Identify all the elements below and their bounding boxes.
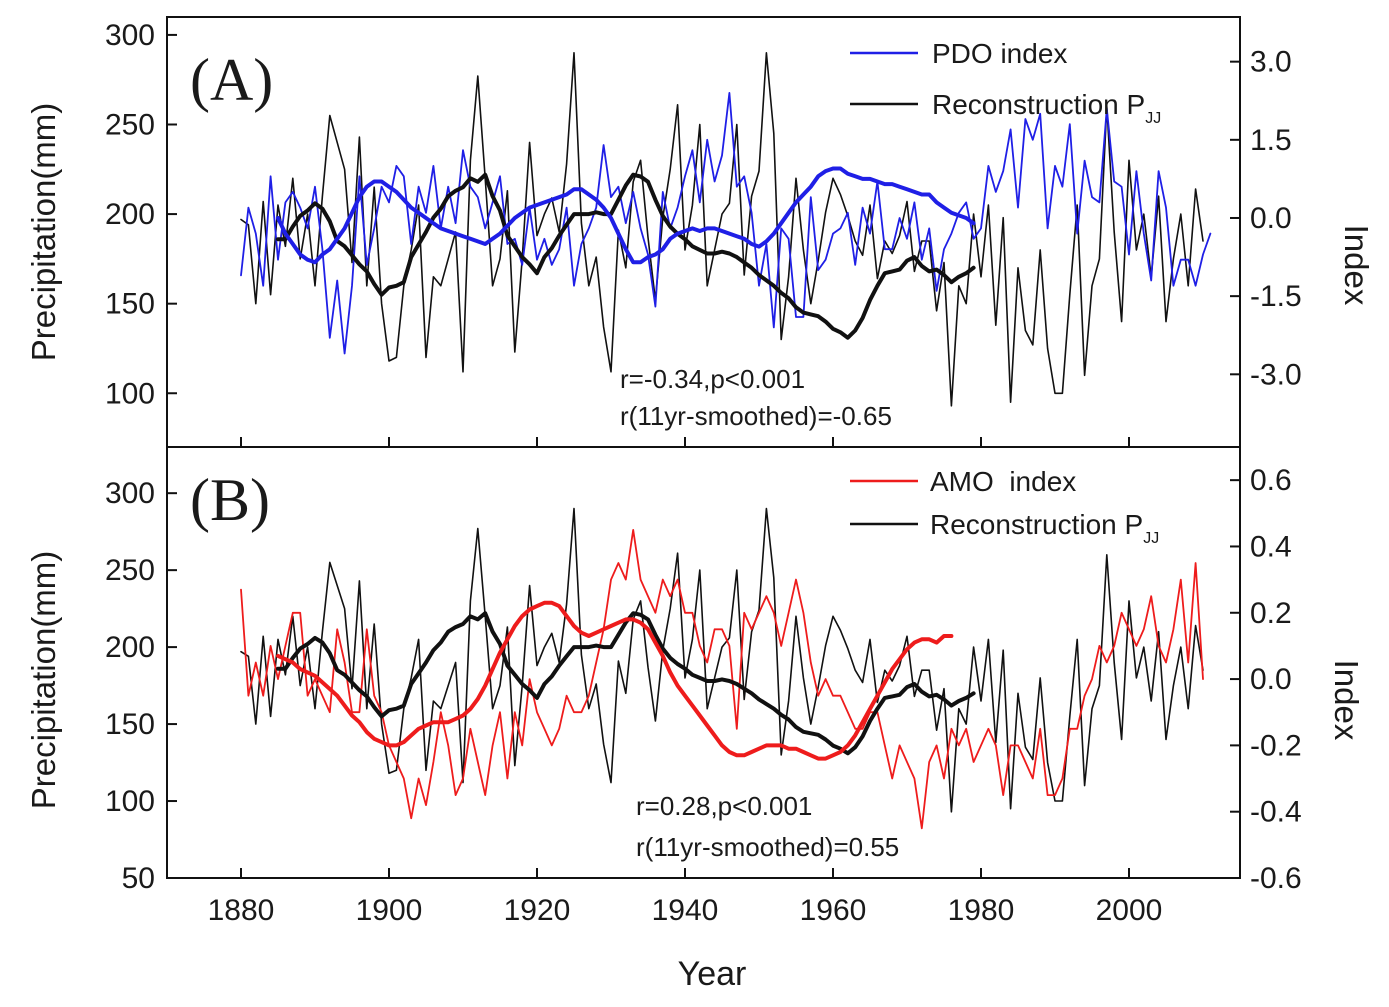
xtick-label: 1940 [652, 894, 719, 927]
panel-a-series-2 [276, 172, 976, 340]
panel-b-frame [166, 446, 1241, 879]
ytick-right-label: 3.0 [1250, 46, 1292, 79]
ytick-right-label: -3.0 [1250, 358, 1302, 391]
panel-b-annotation-smoothed: r(11yr-smoothed)=0.55 [636, 832, 899, 862]
panel-b-series-2 [276, 611, 976, 756]
ytick-left-label: 250 [105, 554, 155, 587]
ytick-left-label: 100 [105, 785, 155, 818]
ytick-right-label: 0.6 [1250, 464, 1292, 497]
panel-b-ylabel-left: Precipitation(mm) [25, 551, 62, 810]
legend-b-recon-subscript: JJ [1143, 530, 1159, 547]
xtick-label: 1900 [356, 894, 423, 927]
ytick-right-label: -0.4 [1250, 796, 1302, 829]
legend-a-recon-label: Reconstruction PJJ [932, 89, 1161, 127]
panel-a-series-0 [240, 51, 1204, 407]
ytick-left-label: 300 [105, 19, 155, 52]
legend-b-amo-label: AMO index [930, 466, 1076, 497]
panel-b-ylabel-right: Index [1328, 660, 1365, 741]
ytick-left-label: 150 [105, 708, 155, 741]
x-axis-title: Year [678, 955, 747, 993]
ytick-left-label: 100 [105, 377, 155, 410]
xtick-label: 1880 [208, 894, 275, 927]
panel-b-series-1 [240, 529, 1204, 830]
ytick-left-label: 300 [105, 477, 155, 510]
ytick-left-label: 200 [105, 198, 155, 231]
axis-ticks: 100 150 200 250 300 -3.0 -1.5 0.0 1.5 3.0 50 100 150… [105, 19, 1302, 927]
ytick-right-label: -0.2 [1250, 729, 1302, 762]
ytick-right-label: 0.0 [1250, 202, 1292, 235]
panel-a-series-3 [276, 166, 976, 265]
panel-a-marks [240, 51, 1212, 407]
panel-a-annotation-smoothed: r(11yr-smoothed)=-0.65 [620, 401, 892, 431]
ytick-right-label: 0.2 [1250, 597, 1292, 630]
xtick-label: 2000 [1096, 894, 1163, 927]
panel-b-annotation-r: r=0.28,p<0.001 [636, 791, 812, 821]
ytick-right-label: -0.6 [1250, 862, 1302, 895]
panel-a-series-1 [240, 92, 1212, 355]
legend-b-recon-label: Reconstruction PJJ [930, 509, 1159, 547]
ytick-left-label: 150 [105, 288, 155, 321]
legend-a-recon-subscript: JJ [1145, 110, 1161, 127]
ytick-left-label: 250 [105, 109, 155, 142]
panel-a-ylabel-right: Index [1338, 225, 1375, 306]
xtick-label: 1960 [800, 894, 867, 927]
ytick-left-label: 50 [122, 862, 155, 895]
xtick-label: 1920 [504, 894, 571, 927]
panel-a-label: (A) [190, 47, 273, 113]
panel-a-annotation-r: r=-0.34,p<0.001 [620, 364, 805, 394]
panel-a-ylabel-left: Precipitation(mm) [25, 103, 62, 362]
ytick-right-label: 1.5 [1250, 124, 1292, 157]
legend-a-pdo-label: PDO index [932, 38, 1067, 69]
panel-b-series-3 [276, 600, 954, 761]
ytick-right-label: 0.4 [1250, 530, 1292, 563]
panel-b-marks [240, 507, 1204, 830]
ytick-right-label: 0.0 [1250, 663, 1292, 696]
xtick-label: 1980 [948, 894, 1015, 927]
panel-b-series-0 [240, 507, 1204, 813]
panel-b-label: (B) [190, 467, 270, 533]
ytick-left-label: 200 [105, 631, 155, 664]
ytick-right-label: -1.5 [1250, 280, 1302, 313]
